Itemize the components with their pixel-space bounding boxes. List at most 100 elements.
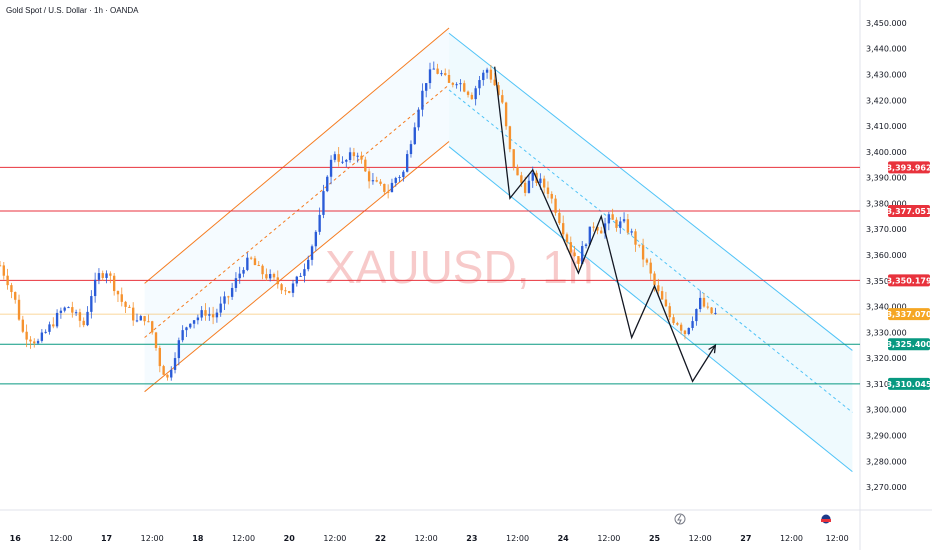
candle-body <box>649 262 652 274</box>
candle-body <box>25 331 28 340</box>
candle-body <box>485 69 489 73</box>
candle-body <box>451 82 455 85</box>
candle-body <box>386 191 390 193</box>
candle-body <box>558 212 561 224</box>
candle-body <box>356 155 359 157</box>
candle-body <box>383 183 386 192</box>
candle-body <box>630 231 633 233</box>
candle-body <box>706 306 709 308</box>
candle-body <box>447 75 451 83</box>
event-icons <box>674 513 832 525</box>
candle-body <box>143 316 146 322</box>
y-tick-label: 3,320.000 <box>866 354 907 363</box>
candle-body <box>584 244 588 247</box>
candle-body <box>2 265 5 276</box>
candle-body <box>105 273 108 278</box>
y-tick-label: 3,280.000 <box>866 457 907 466</box>
candle-body <box>215 312 219 318</box>
candle-body <box>653 273 656 286</box>
x-tick-label: 27 <box>740 534 751 543</box>
candle-body <box>310 246 314 260</box>
candle-body <box>299 275 302 277</box>
candle-body <box>132 307 135 321</box>
candle-body <box>291 283 295 293</box>
candle-body <box>493 79 496 86</box>
candle-body <box>466 91 470 95</box>
candle-body <box>660 291 664 300</box>
us-flag-stripe-icon <box>821 519 831 522</box>
candle-body <box>116 291 120 295</box>
candle-body <box>173 358 177 370</box>
candle-body <box>459 83 462 85</box>
candle-body <box>539 178 542 184</box>
candle-body <box>508 126 512 150</box>
candle-body <box>249 257 253 259</box>
candle-body <box>436 68 439 74</box>
level-tag-resistance <box>888 274 930 287</box>
y-tick-label: 3,430.000 <box>866 70 907 79</box>
x-tick-label: 12:00 <box>49 534 72 543</box>
candle-body <box>440 73 443 75</box>
candle-body <box>413 127 416 145</box>
candle-body <box>204 310 207 316</box>
time-axis: 16 12:00 17 12:00 18 12:00 20 12:00 22 12:00 23 12:… <box>10 534 849 543</box>
channel-boundary <box>448 32 853 351</box>
candle-body <box>135 320 139 322</box>
candle-body <box>664 299 668 307</box>
level-tag-last <box>888 308 930 321</box>
level-tags: 3,393.962 3,377.051 3,350.179 3,337.070 3,32… <box>886 161 932 390</box>
x-tick-label: 17 <box>101 534 112 543</box>
symbol-watermark: XAUUSD, 1h <box>325 241 593 293</box>
candle-body <box>463 83 466 92</box>
candle-body <box>337 154 340 162</box>
candle-body <box>78 312 82 321</box>
y-tick-label: 3,410.000 <box>866 122 907 131</box>
candles-layer <box>0 61 717 381</box>
candle-body <box>668 306 671 318</box>
candle-body <box>288 291 291 293</box>
candle-body <box>482 72 485 81</box>
candle-body <box>219 303 222 313</box>
candle-body <box>303 269 306 276</box>
candle-body <box>516 166 519 176</box>
candle-body <box>603 223 607 234</box>
candle-body <box>307 259 310 270</box>
level-tag-label: 3,310.045 <box>886 380 931 389</box>
candle-body <box>29 339 32 342</box>
candle-body <box>280 284 283 291</box>
candle-body <box>86 311 89 326</box>
x-tick-label: 12:00 <box>780 534 803 543</box>
x-tick-label: 23 <box>466 534 477 543</box>
candle-body <box>112 275 116 292</box>
level-tag-label: 3,350.179 <box>886 276 931 285</box>
candle-body <box>504 102 508 127</box>
candle-body <box>329 159 333 177</box>
channel-fill <box>144 28 450 392</box>
candle-body <box>67 307 70 309</box>
candle-body <box>531 172 534 181</box>
candle-body <box>596 226 599 231</box>
level-tag-label: 3,377.051 <box>886 207 931 216</box>
candle-body <box>284 290 287 292</box>
candle-body <box>227 296 230 298</box>
candle-body <box>421 90 424 110</box>
candle-body <box>326 176 329 192</box>
y-tick-label: 3,370.000 <box>866 225 907 234</box>
levels-layer <box>0 166 860 385</box>
candle-body <box>128 306 131 308</box>
candle-body <box>82 320 85 326</box>
x-tick-label: 24 <box>558 534 570 543</box>
candle-body <box>542 178 546 188</box>
candle-body <box>348 152 352 160</box>
candle-body <box>683 330 687 335</box>
candle-body <box>698 297 702 310</box>
candle-body <box>607 214 611 224</box>
channel-midline <box>448 89 853 413</box>
candle-body <box>367 171 371 182</box>
candle-body <box>444 73 447 76</box>
candle-body <box>170 369 173 378</box>
projection-path <box>494 66 716 383</box>
candle-body <box>139 316 142 321</box>
candle-body <box>554 198 557 213</box>
